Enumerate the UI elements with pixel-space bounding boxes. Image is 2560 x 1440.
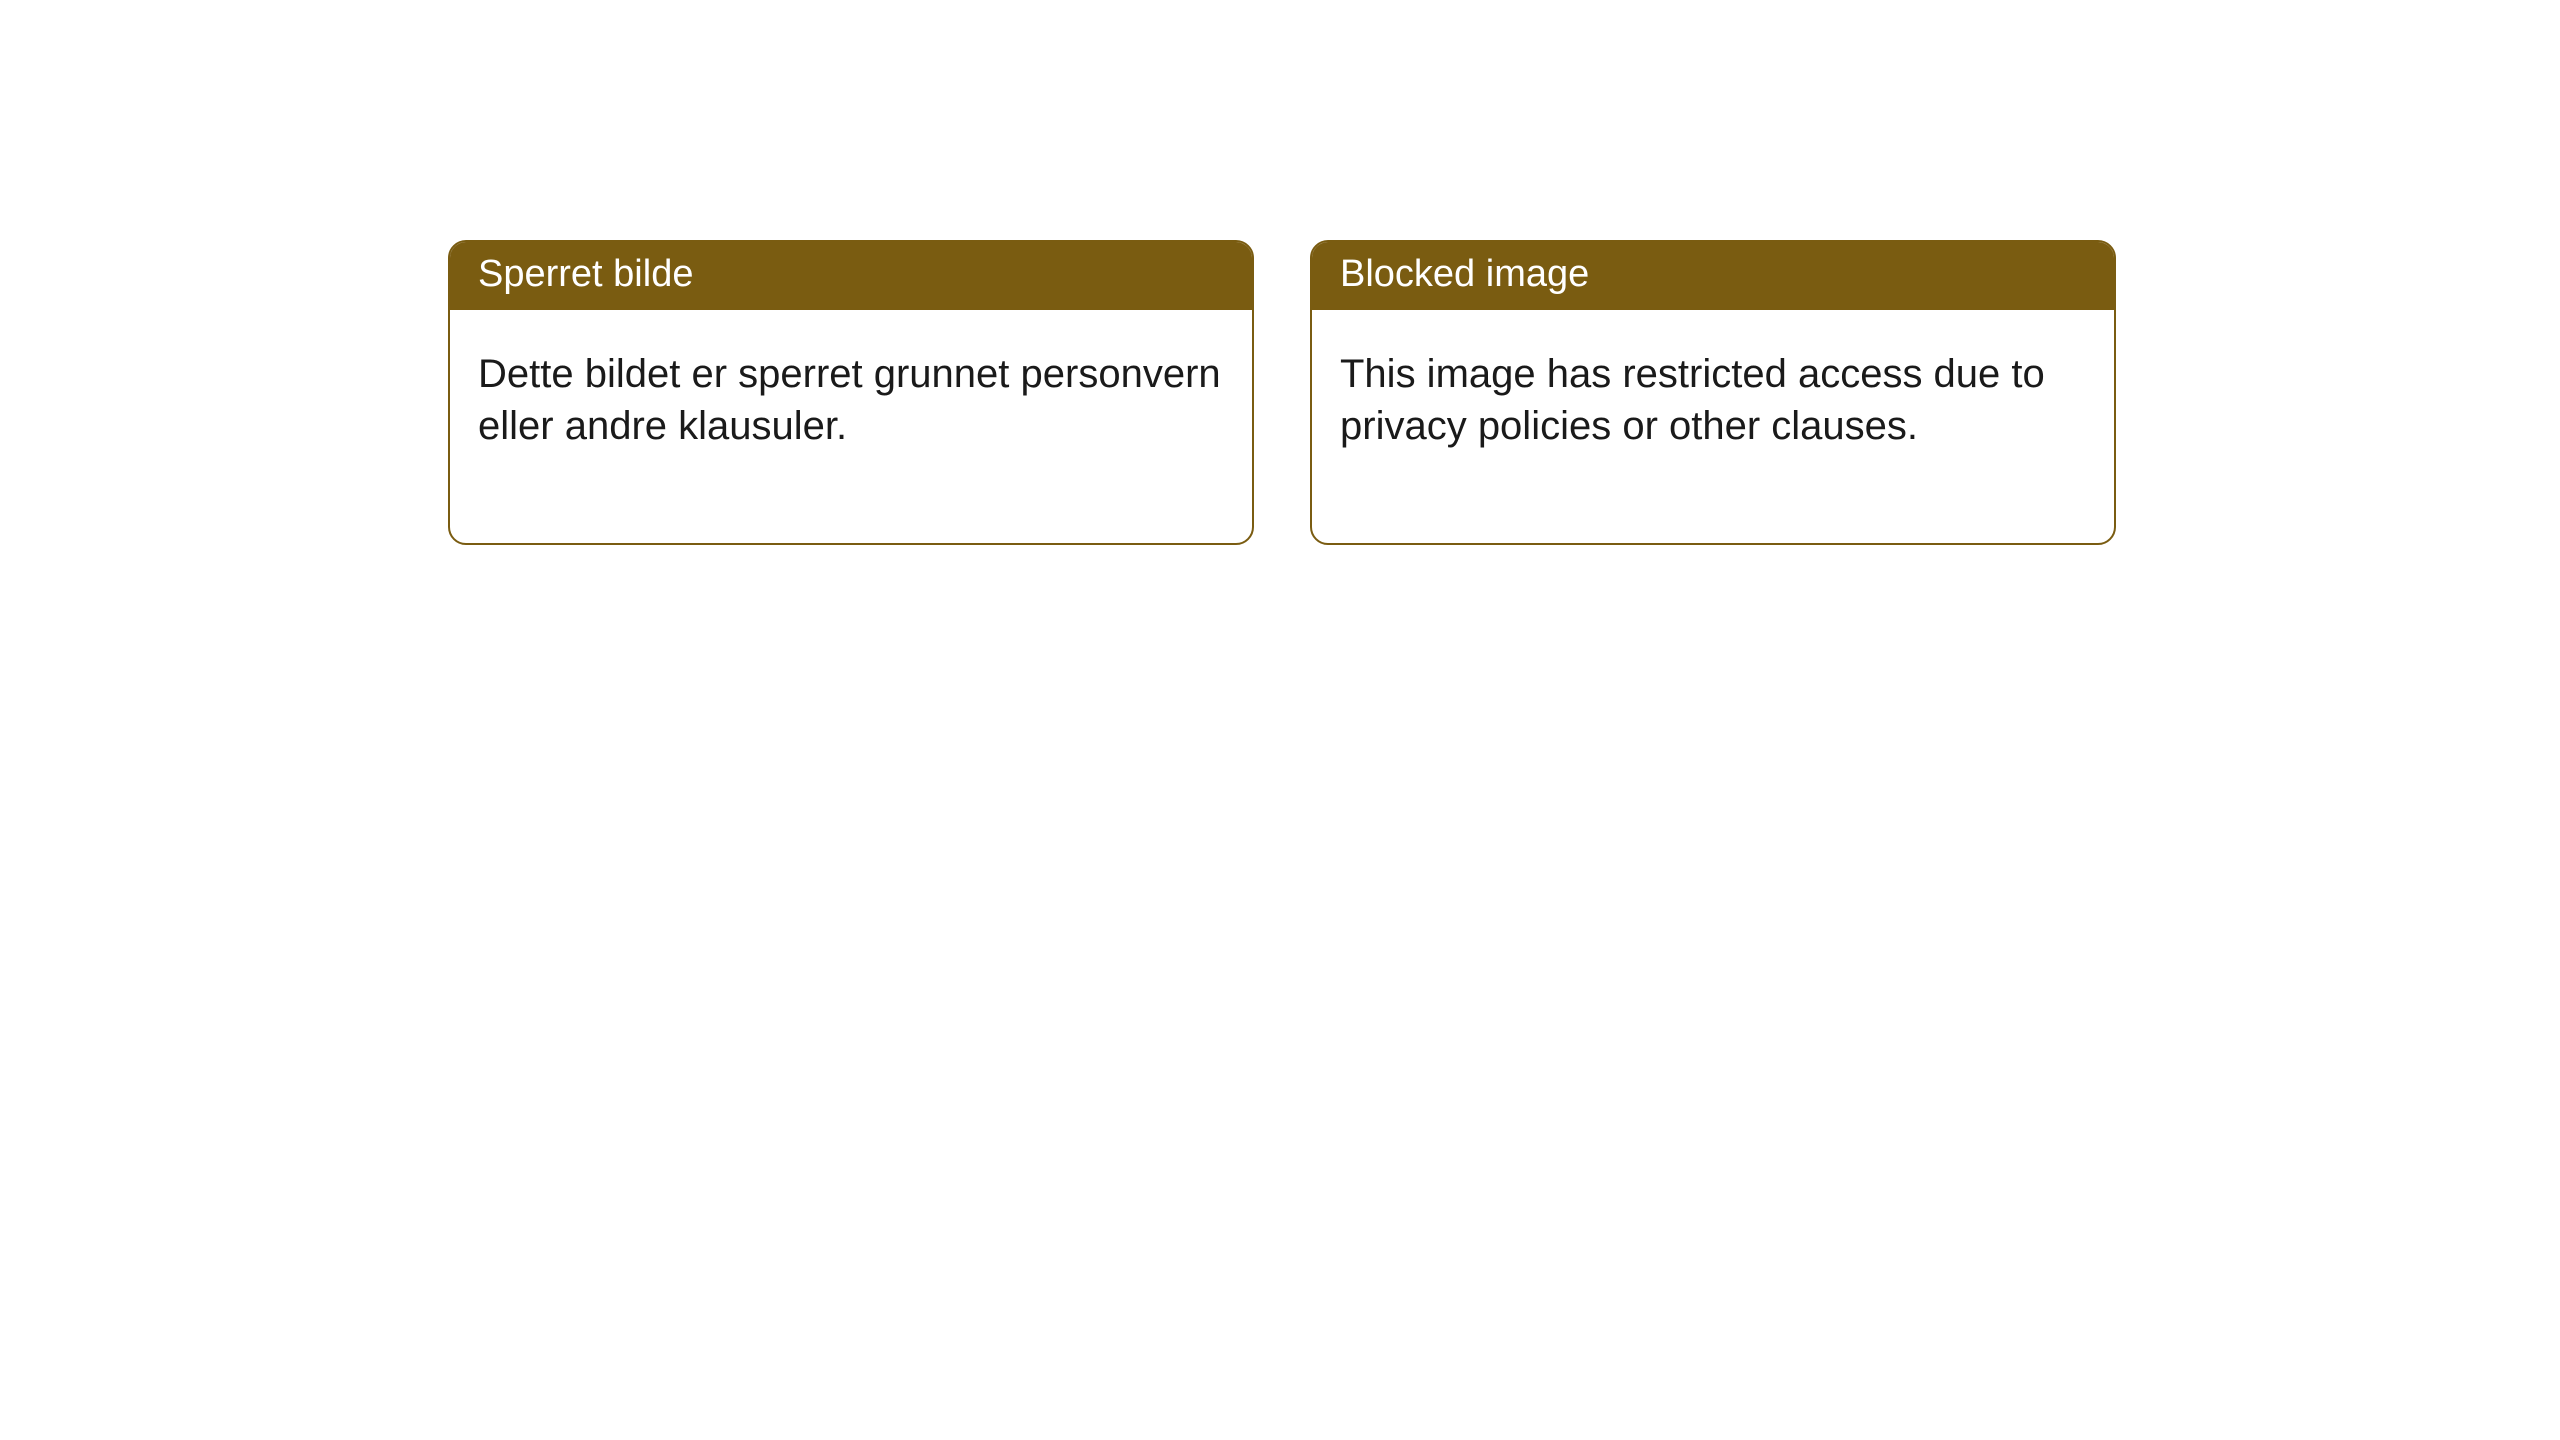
notice-title: Sperret bilde [450, 242, 1252, 310]
notice-container: Sperret bilde Dette bildet er sperret gr… [0, 0, 2560, 545]
notice-body: Dette bildet er sperret grunnet personve… [450, 310, 1252, 544]
notice-body: This image has restricted access due to … [1312, 310, 2114, 544]
notice-card-norwegian: Sperret bilde Dette bildet er sperret gr… [448, 240, 1254, 545]
notice-card-english: Blocked image This image has restricted … [1310, 240, 2116, 545]
notice-title: Blocked image [1312, 242, 2114, 310]
